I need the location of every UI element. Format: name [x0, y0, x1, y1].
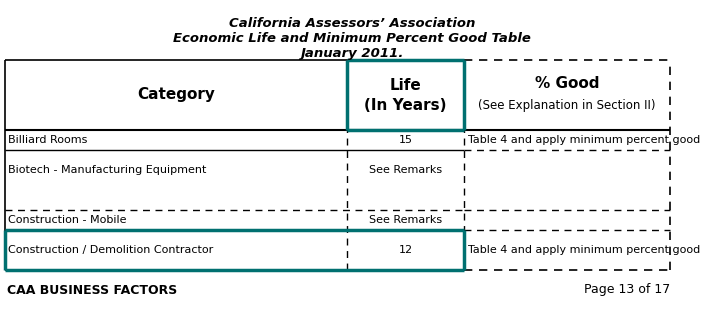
Text: Category: Category [137, 87, 215, 102]
Text: January 2011.: January 2011. [301, 47, 403, 60]
Text: CAA BUSINESS FACTORS: CAA BUSINESS FACTORS [7, 283, 177, 296]
Text: Page 13 of 17: Page 13 of 17 [584, 283, 670, 296]
Text: (See Explanation in Section II): (See Explanation in Section II) [478, 98, 655, 111]
Text: See Remarks: See Remarks [369, 165, 442, 175]
Text: Construction - Mobile: Construction - Mobile [8, 215, 127, 225]
Text: Biotech - Manufacturing Equipment: Biotech - Manufacturing Equipment [8, 165, 206, 175]
Text: See Remarks: See Remarks [369, 215, 442, 225]
Text: 12: 12 [398, 245, 413, 255]
Text: (In Years): (In Years) [365, 98, 447, 112]
Text: 15: 15 [398, 135, 413, 145]
Text: Construction / Demolition Contractor: Construction / Demolition Contractor [8, 245, 213, 255]
Text: % Good: % Good [534, 75, 599, 90]
Text: Economic Life and Minimum Percent Good Table: Economic Life and Minimum Percent Good T… [173, 32, 531, 45]
Text: Table 4 and apply minimum percent good: Table 4 and apply minimum percent good [468, 135, 700, 145]
Text: Table 4 and apply minimum percent good: Table 4 and apply minimum percent good [468, 245, 700, 255]
Text: California Assessors’ Association: California Assessors’ Association [229, 17, 475, 30]
Text: Billiard Rooms: Billiard Rooms [8, 135, 87, 145]
Text: Life: Life [390, 77, 422, 93]
